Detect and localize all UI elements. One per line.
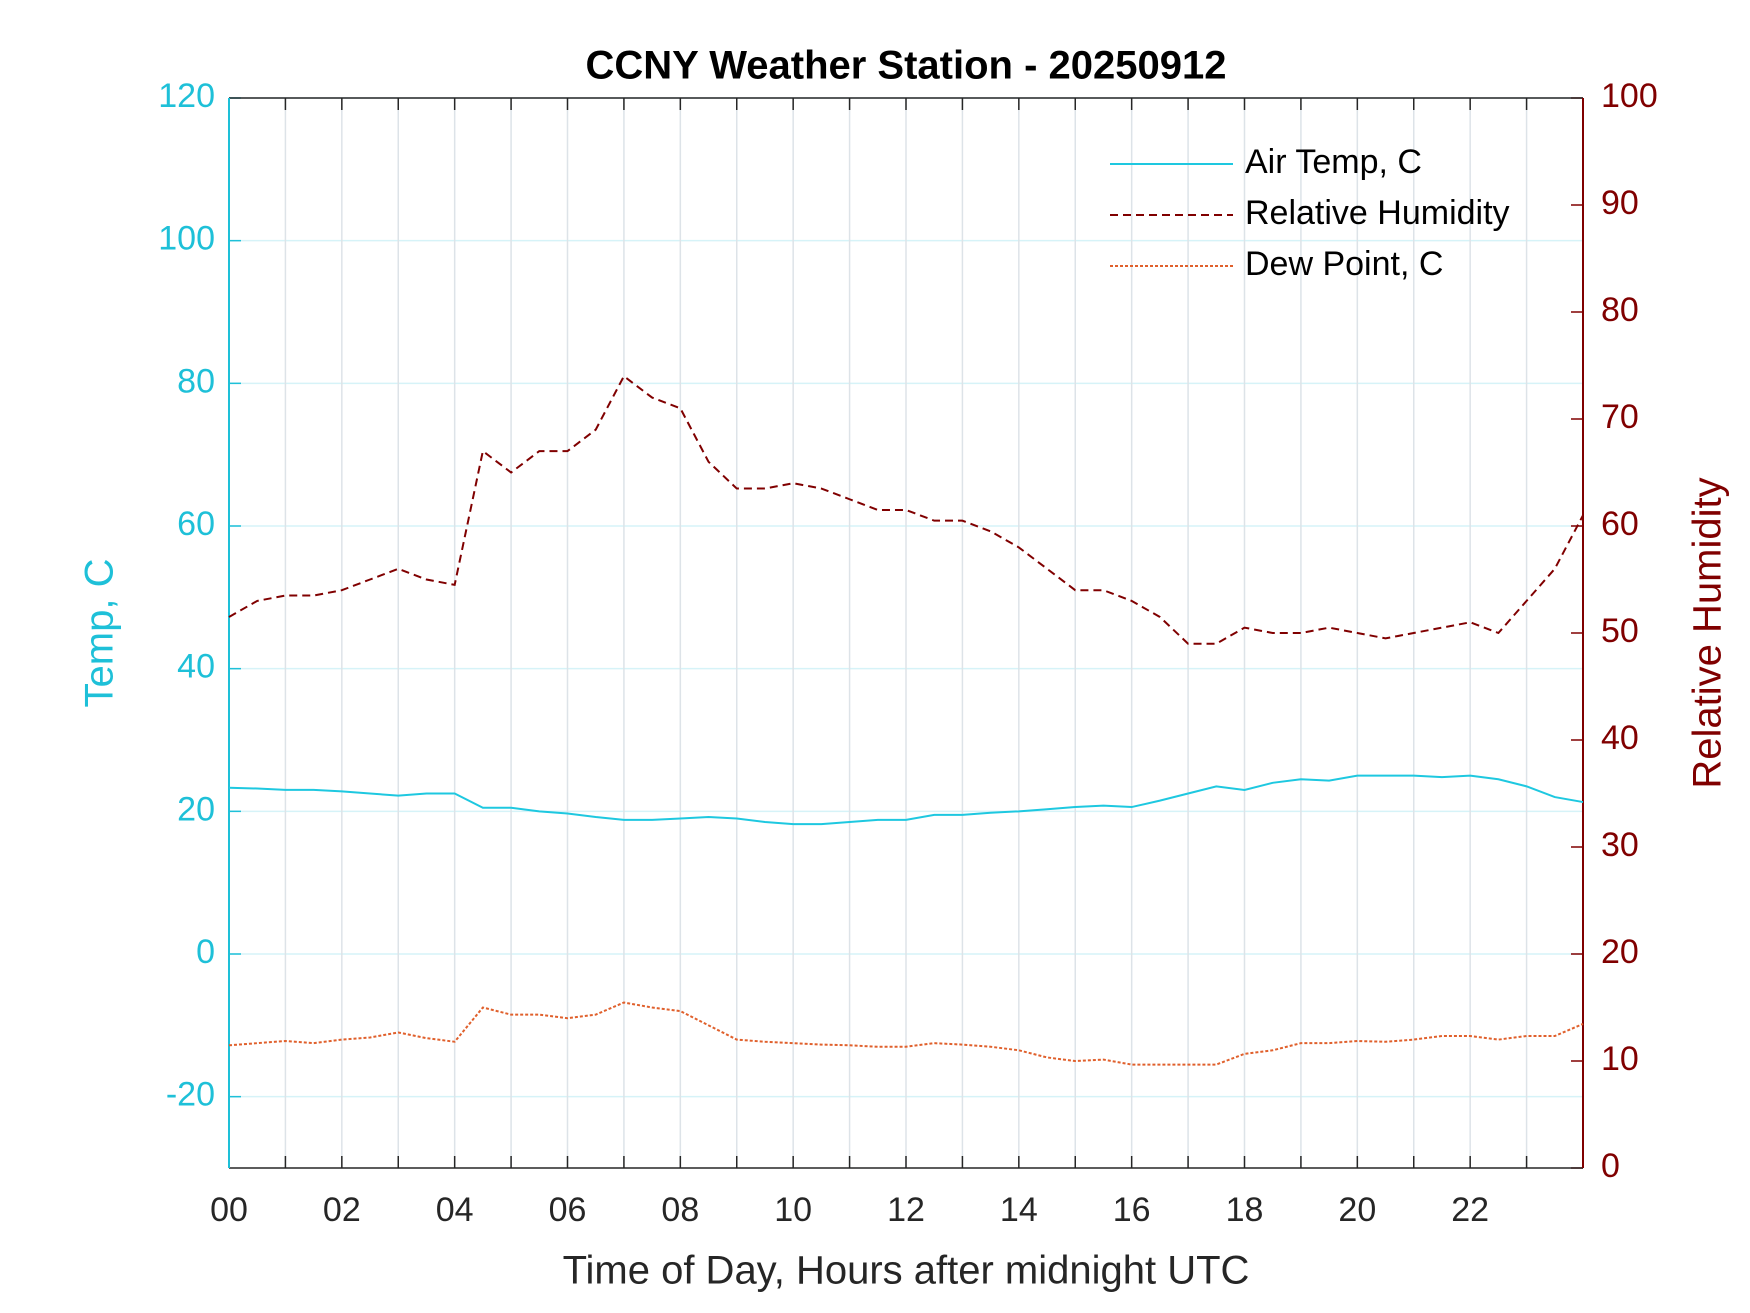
y-tick-label: 60 <box>177 505 215 543</box>
y2-tick-label: 70 <box>1601 398 1639 436</box>
x-tick-label: 00 <box>210 1191 248 1229</box>
data-line <box>228 1001 1584 1066</box>
y2-tick-label: 100 <box>1601 77 1658 115</box>
x-tick-label: 22 <box>1451 1191 1489 1229</box>
x-tick-label: 18 <box>1226 1191 1264 1229</box>
y2-tick-label: 60 <box>1601 505 1639 543</box>
y2-tick-label: 0 <box>1601 1147 1620 1185</box>
y2-tick-label: 50 <box>1601 612 1639 650</box>
y-tick-label: 80 <box>177 362 215 400</box>
x-tick-label: 14 <box>1000 1191 1038 1229</box>
y-tick-label: -20 <box>166 1076 215 1114</box>
x-tick-label: 10 <box>774 1191 812 1229</box>
x-tick-label: 12 <box>887 1191 925 1229</box>
data-line <box>228 374 1584 645</box>
y2-tick-label: 10 <box>1601 1040 1639 1078</box>
chart-title: CCNY Weather Station - 20250912 <box>586 44 1227 88</box>
y2-axis-label: Relative Humidity <box>1686 477 1730 788</box>
y-tick-label: 120 <box>158 77 215 115</box>
y-tick-label: 0 <box>196 933 215 971</box>
x-tick-label: 02 <box>323 1191 361 1229</box>
y2-tick-label: 90 <box>1601 184 1639 222</box>
x-tick-label: 06 <box>549 1191 587 1229</box>
y-tick-label: 40 <box>177 648 215 686</box>
legend-label: Air Temp, C <box>1245 143 1422 181</box>
x-tick-label: 16 <box>1113 1191 1151 1229</box>
y-tick-label: 100 <box>158 220 215 258</box>
x-tick-label: 20 <box>1338 1191 1376 1229</box>
y-tick-label: 20 <box>177 790 215 828</box>
y2-tick-label: 40 <box>1601 719 1639 757</box>
y2-tick-label: 80 <box>1601 291 1639 329</box>
legend-label: Relative Humidity <box>1245 194 1510 232</box>
y-axis-label: Temp, C <box>78 559 122 708</box>
y2-tick-label: 20 <box>1601 933 1639 971</box>
data-line <box>228 774 1584 826</box>
y2-tick-label: 30 <box>1601 826 1639 864</box>
x-tick-label: 08 <box>661 1191 699 1229</box>
legend-label: Dew Point, C <box>1245 245 1443 283</box>
x-tick-label: 04 <box>436 1191 474 1229</box>
x-axis-label: Time of Day, Hours after midnight UTC <box>563 1249 1250 1293</box>
